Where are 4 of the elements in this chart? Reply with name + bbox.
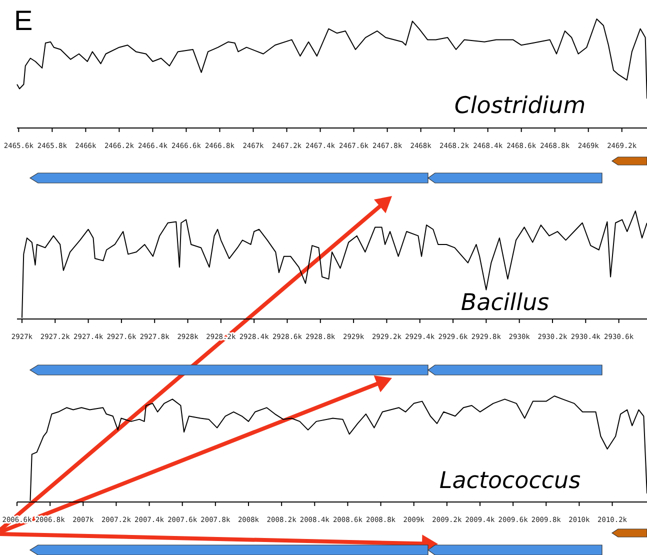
annotation: E	[14, 5, 33, 36]
text: Lactococcus	[439, 468, 581, 494]
text: Clostridium	[454, 93, 586, 119]
text: Bacillus	[460, 290, 550, 316]
